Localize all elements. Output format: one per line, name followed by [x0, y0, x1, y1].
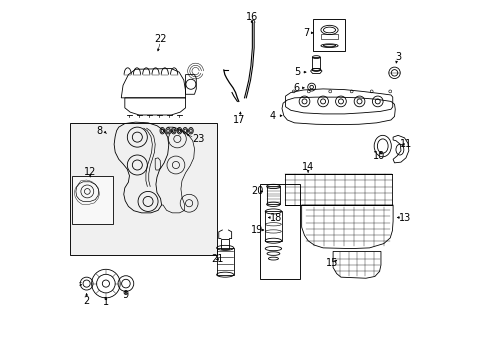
Text: 17: 17 [232, 115, 244, 125]
Bar [216, 248, 233, 275]
Bar [266, 186, 280, 204]
Text: 2: 2 [83, 296, 90, 306]
Bar [320, 34, 337, 39]
Text: 13: 13 [398, 212, 410, 222]
Text: 19: 19 [250, 225, 263, 235]
Text: 8: 8 [97, 126, 102, 136]
Text: 12: 12 [84, 167, 96, 177]
Text: 22: 22 [154, 34, 166, 44]
Bar [312, 57, 320, 70]
Text: 14: 14 [302, 162, 314, 172]
Text: 21: 21 [210, 254, 223, 264]
Text: 15: 15 [325, 258, 337, 268]
Bar [72, 176, 113, 224]
Text: 1: 1 [102, 297, 109, 307]
Bar [221, 239, 229, 249]
Bar [259, 184, 299, 279]
Bar [264, 211, 281, 241]
Text: 4: 4 [269, 111, 276, 121]
Text: 16: 16 [245, 13, 257, 22]
Text: 6: 6 [293, 83, 299, 93]
Bar [284, 174, 391, 205]
Text: 18: 18 [269, 212, 282, 222]
Bar [312, 18, 345, 51]
Text: 7: 7 [302, 28, 308, 38]
Bar [70, 123, 217, 255]
Text: 3: 3 [395, 52, 401, 62]
Text: 23: 23 [191, 134, 204, 144]
Text: 20: 20 [250, 186, 263, 196]
Text: 9: 9 [122, 290, 129, 300]
Text: 5: 5 [294, 67, 300, 77]
Text: 10: 10 [372, 151, 384, 161]
Text: 11: 11 [399, 139, 411, 149]
